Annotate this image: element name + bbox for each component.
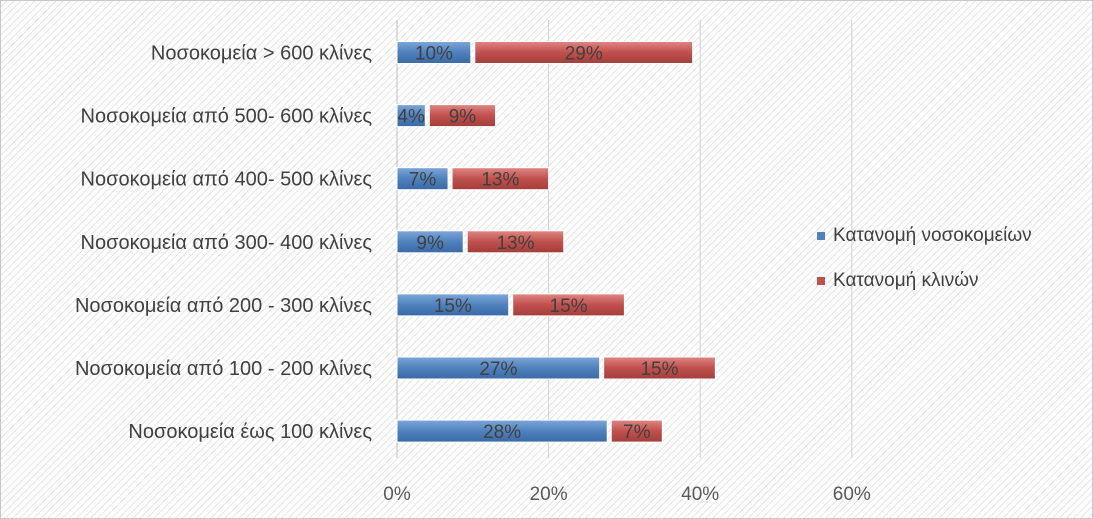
data-label: 4% <box>397 107 425 128</box>
data-label: 15% <box>640 359 678 380</box>
legend: Κατανομή νοσοκομείων Κατανομή κλινών <box>817 225 1032 291</box>
category-label: Νοσοκομεία > 600 κλίνες <box>151 43 372 65</box>
category-label: Νοσοκομεία από 100 - 200 κλίνες <box>75 358 372 380</box>
bar-beds <box>466 230 565 254</box>
data-label: 15% <box>434 296 472 317</box>
data-label: 29% <box>565 44 603 65</box>
bar-beds <box>610 419 663 443</box>
data-label: 7% <box>409 170 437 191</box>
data-label: 9% <box>416 233 444 254</box>
bar-hospitals <box>396 167 449 191</box>
bar-beds <box>603 356 716 380</box>
data-label: 28% <box>483 422 521 443</box>
x-tick-label: 40% <box>681 484 719 505</box>
category-label: Νοσοκομεία από 200 - 300 κλίνες <box>75 295 372 317</box>
legend-label: Κατανομή κλινών <box>833 270 979 291</box>
category-label: Νοσοκομεία έως 100 κλίνες <box>128 421 372 443</box>
category-labels: Νοσοκομεία > 600 κλίνες Νοσοκομεία από 50… <box>75 43 372 444</box>
data-label: 10% <box>415 44 453 65</box>
data-label: 27% <box>479 359 517 380</box>
bars: 10% 29% 4% 9% 7% 13% 9% 13% 15% 15% 27% 15% 28% 7% <box>396 41 716 443</box>
category-label: Νοσοκομεία από 300- 400 κλίνες <box>81 232 373 254</box>
data-label: 13% <box>481 170 519 191</box>
bar-beds <box>451 167 550 191</box>
bar-hospitals <box>396 419 608 443</box>
category-label: Νοσοκομεία από 500- 600 κλίνες <box>81 106 373 128</box>
bar-beds <box>428 104 497 128</box>
x-tick-label: 60% <box>833 484 871 505</box>
category-label: Νοσοκομεία από 400- 500 κλίνες <box>81 169 373 191</box>
bar-hospitals <box>396 104 426 128</box>
bar-hospitals <box>396 293 510 317</box>
legend-swatch <box>817 232 825 240</box>
bar-beds <box>512 293 625 317</box>
bar-beds <box>474 41 694 64</box>
data-label: 9% <box>449 107 477 128</box>
bar-hospitals <box>396 41 472 64</box>
x-tick-label: 0% <box>383 484 411 505</box>
data-label: 15% <box>550 296 588 317</box>
x-tick-label: 20% <box>530 484 568 505</box>
bar-hospitals <box>396 356 601 380</box>
legend-label: Κατανομή νοσοκομείων <box>833 225 1032 246</box>
x-axis-ticks: 0% 20% 40% 60% <box>383 484 871 505</box>
data-label: 7% <box>623 422 651 443</box>
bar-hospitals <box>396 230 464 254</box>
legend-swatch <box>817 277 825 285</box>
data-label: 13% <box>496 233 534 254</box>
